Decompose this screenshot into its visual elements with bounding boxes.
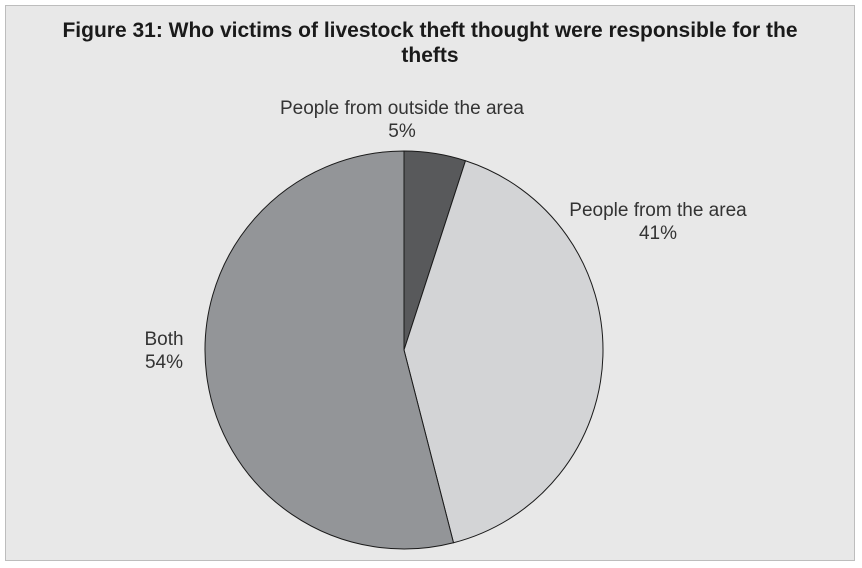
slice-value-from-area: 41% bbox=[639, 223, 677, 244]
slice-label-outside-area: People from outside the area bbox=[280, 98, 524, 119]
slice-label-from-area: People from the area bbox=[569, 200, 747, 221]
slice-value-both: 54% bbox=[145, 352, 183, 373]
pie-labels: People from outside the area 5% People f… bbox=[144, 98, 747, 373]
chart-title: Figure 31: Who victims of livestock thef… bbox=[6, 18, 854, 68]
pie-slices bbox=[204, 150, 604, 550]
pie-chart: People from outside the area 5% People f… bbox=[144, 98, 747, 550]
slice-value-outside-area: 5% bbox=[388, 121, 416, 142]
pie-slice-from-area bbox=[403, 160, 604, 544]
pie-slice-both bbox=[204, 150, 454, 550]
chart-title-text: Figure 31: Who victims of livestock thef… bbox=[62, 19, 798, 67]
chart-frame: Figure 31: Who victims of livestock thef… bbox=[5, 5, 855, 561]
slice-label-both: Both bbox=[144, 329, 183, 350]
